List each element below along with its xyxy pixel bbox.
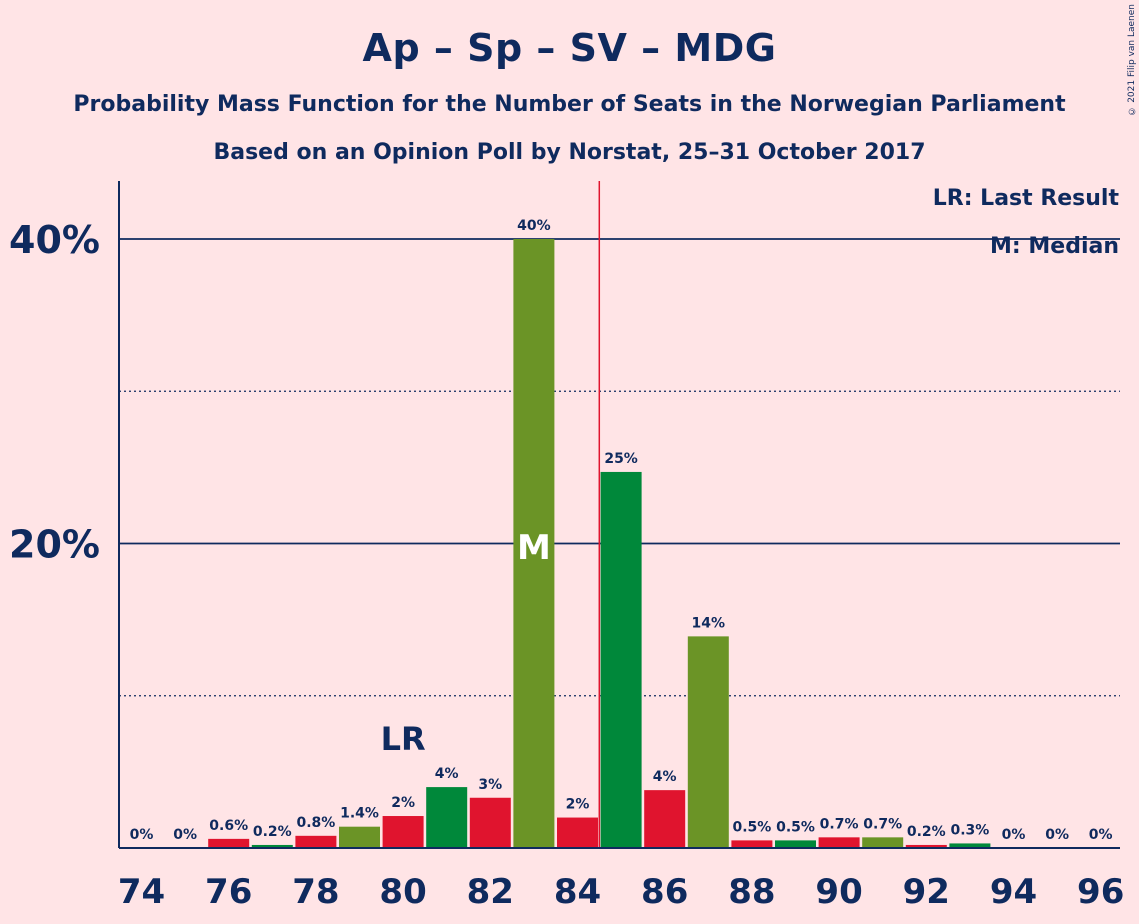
value-label-seat-89: 0.5% — [776, 819, 815, 835]
value-label-seat-92: 0.2% — [907, 824, 946, 840]
y-tick-label-40: 40% — [9, 218, 100, 262]
x-tick-label-74: 74 — [118, 872, 165, 912]
value-label-seat-80: 2% — [391, 795, 415, 811]
legend-last-result: LR: Last Result — [932, 186, 1119, 211]
value-label-seat-85: 25% — [604, 451, 638, 467]
bar-seat-84 — [557, 817, 598, 848]
value-label-seat-91: 0.7% — [863, 816, 902, 832]
bar-seat-86 — [644, 790, 686, 848]
x-tick-label-80: 80 — [379, 872, 426, 912]
bar-seat-92 — [905, 844, 947, 848]
bar-seat-81 — [426, 787, 468, 848]
value-label-seat-76: 0.6% — [209, 818, 248, 834]
x-tick-label-96: 96 — [1077, 872, 1124, 912]
chart-subtitle: Probability Mass Function for the Number… — [73, 92, 1066, 117]
value-label-seat-90: 0.7% — [820, 816, 859, 832]
value-label-seat-87: 14% — [692, 615, 726, 631]
value-label-seat-95: 0% — [1045, 827, 1069, 843]
bar-seat-80 — [382, 816, 424, 848]
x-tick-label-90: 90 — [815, 872, 862, 912]
bar-seat-83 — [513, 239, 555, 848]
value-label-seat-79: 1.4% — [340, 806, 379, 822]
y-tick-label-20: 20% — [9, 523, 100, 567]
value-label-seat-94: 0% — [1002, 827, 1026, 843]
value-label-seat-74: 0% — [130, 827, 154, 843]
bar-seat-85 — [600, 471, 642, 848]
bar-seat-88 — [731, 840, 773, 848]
value-label-seat-82: 3% — [478, 777, 502, 793]
x-tick-label-78: 78 — [292, 872, 339, 912]
last-result-marker: LR — [381, 720, 426, 758]
value-label-seat-93: 0.3% — [950, 822, 989, 838]
value-label-seat-96: 0% — [1089, 827, 1113, 843]
x-tick-label-84: 84 — [554, 872, 601, 912]
x-tick-label-88: 88 — [728, 872, 775, 912]
bar-seat-77 — [251, 844, 293, 848]
bar-seat-87 — [687, 636, 729, 848]
value-label-seat-86: 4% — [653, 769, 677, 785]
x-tick-label-76: 76 — [205, 872, 252, 912]
value-label-seat-83: 40% — [517, 218, 551, 234]
chart-title: Ap – Sp – SV – MDG — [362, 26, 777, 70]
value-label-seat-84: 2% — [566, 797, 590, 813]
x-tick-label-82: 82 — [467, 872, 514, 912]
value-label-seat-78: 0.8% — [296, 815, 335, 831]
x-tick-label-86: 86 — [641, 872, 688, 912]
median-marker: M — [517, 528, 551, 568]
value-label-seat-75: 0% — [173, 827, 197, 843]
bar-seat-82 — [469, 797, 511, 848]
value-label-seat-77: 0.2% — [253, 824, 292, 840]
bar-seat-91 — [862, 837, 904, 848]
x-tick-label-94: 94 — [990, 872, 1037, 912]
bar-seat-78 — [295, 835, 337, 848]
bar-seat-90 — [818, 837, 860, 848]
value-label-seat-81: 4% — [435, 766, 459, 782]
x-tick-label-92: 92 — [903, 872, 950, 912]
bar-seat-89 — [775, 840, 816, 848]
bar-seat-76 — [208, 838, 250, 848]
value-label-seat-88: 0.5% — [732, 819, 771, 835]
chart-subtitle-poll: Based on an Opinion Poll by Norstat, 25–… — [213, 140, 926, 165]
legend-median: M: Median — [990, 234, 1119, 259]
bar-seat-93 — [949, 843, 991, 848]
bar-seat-79 — [339, 826, 380, 848]
